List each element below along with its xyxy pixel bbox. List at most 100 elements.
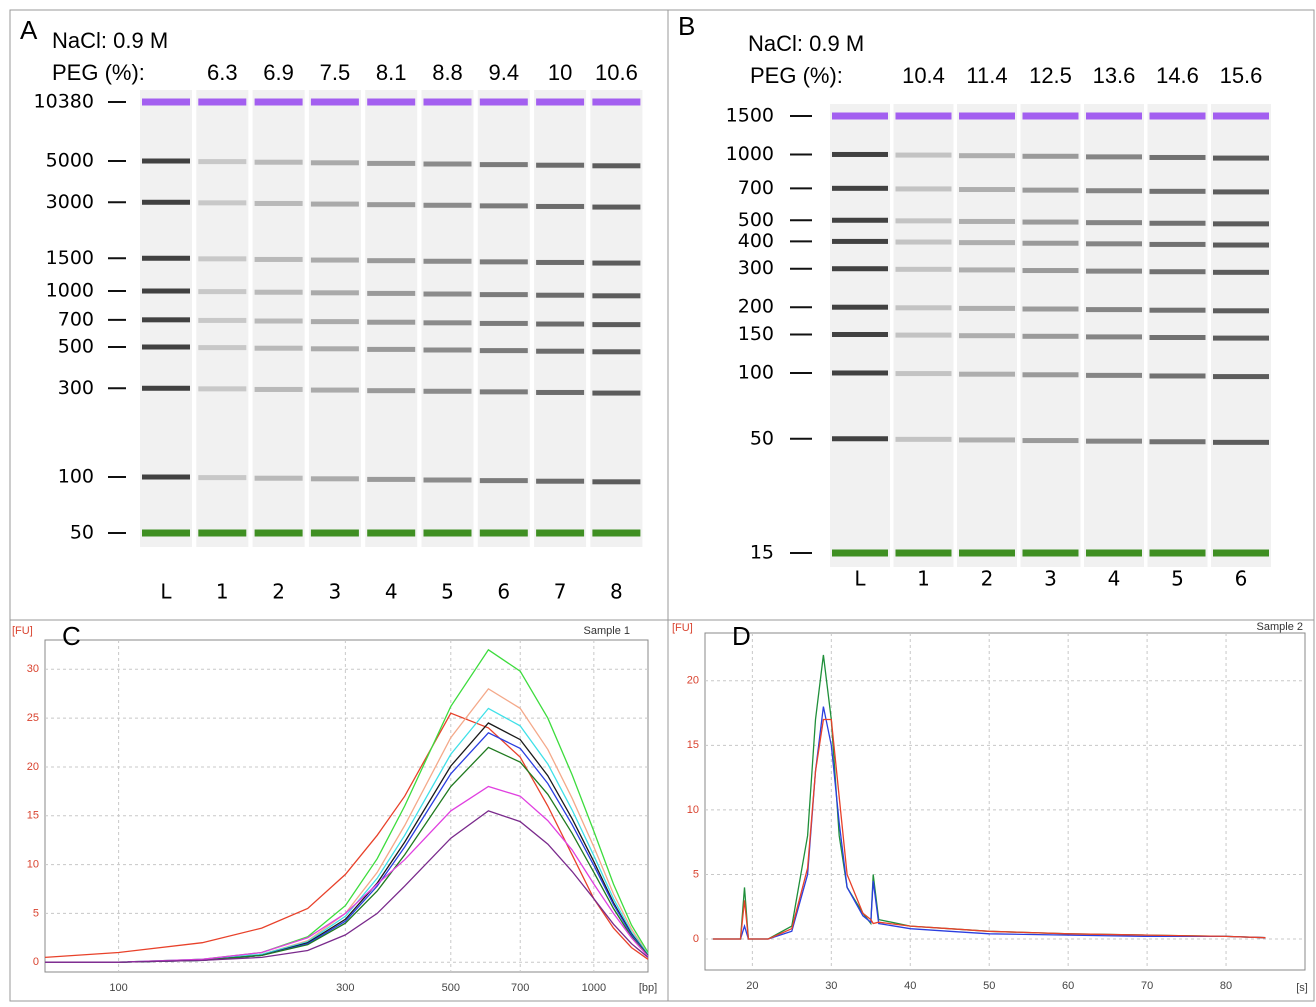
lane-label: 6 [497, 580, 510, 604]
lane [590, 90, 643, 547]
y-unit: [FU] [12, 625, 33, 637]
salt-label: NaCl: 0.9 M [52, 28, 168, 53]
upper-marker [254, 98, 303, 106]
lane-label: 8 [610, 580, 623, 604]
ladder-band [832, 238, 888, 244]
sample-band [959, 218, 1015, 224]
sample-band [592, 349, 641, 355]
ladder-band [832, 332, 888, 337]
lane-label: 3 [1044, 567, 1057, 591]
lane [534, 90, 587, 547]
sample-band [423, 347, 472, 353]
sample-band [536, 162, 585, 168]
sample-band [1149, 220, 1206, 226]
lane-label: 1 [216, 580, 229, 604]
sample-band [959, 305, 1015, 311]
sample-band [1213, 439, 1269, 445]
y-tick-label: 5 [693, 868, 699, 880]
ladder-band [142, 317, 190, 323]
y-tick-label: 300 [738, 257, 774, 279]
sample-band [959, 371, 1015, 377]
sample-band [1022, 333, 1079, 339]
lower-marker [536, 529, 585, 537]
sample-band [1022, 306, 1079, 312]
y-tick-label: 1500 [726, 105, 774, 127]
y-tick-label: 100 [738, 361, 774, 383]
sample-band [479, 389, 528, 395]
y-tick-label: 3000 [46, 191, 94, 213]
sample-band [895, 371, 952, 377]
sample-band [310, 290, 359, 296]
sample-band [1149, 154, 1206, 160]
upper-marker [310, 98, 359, 106]
ladder-band [142, 288, 190, 294]
y-tick-label: 10 [687, 804, 699, 816]
sample-label: Sample 2 [1257, 621, 1303, 633]
sample-band [1213, 335, 1269, 341]
x-tick-label: 80 [1220, 980, 1232, 992]
sample-band [1213, 242, 1269, 248]
sample-band [536, 478, 585, 484]
sample-band [310, 476, 359, 482]
sample-band [1086, 438, 1142, 444]
sample-band [254, 200, 303, 206]
lower-marker [959, 549, 1015, 557]
sample-band [479, 320, 528, 326]
sample-band [1213, 374, 1269, 380]
sample-band [895, 332, 952, 338]
peg-value: 12.5 [1029, 63, 1072, 88]
sample-band [536, 348, 585, 354]
upper-marker [198, 98, 247, 106]
lower-marker [832, 549, 888, 557]
sample-band [536, 292, 585, 298]
lane [365, 90, 418, 547]
sample-band [1213, 269, 1269, 275]
y-tick-label: 200 [738, 296, 774, 318]
lower-marker [367, 529, 416, 537]
upper-marker [895, 112, 952, 120]
sample-band [592, 293, 641, 299]
sample-band [423, 477, 472, 483]
y-tick-label: 10 [27, 858, 39, 870]
y-tick-label: 10380 [34, 91, 94, 113]
y-tick-label: 20 [687, 675, 699, 687]
lane [196, 90, 249, 547]
x-tick-label: 700 [511, 982, 529, 994]
upper-marker [1022, 112, 1079, 120]
sample-band [198, 317, 247, 323]
x-unit: [bp] [639, 982, 657, 994]
sample-band [895, 218, 952, 224]
y-tick-label: 15 [750, 542, 774, 564]
x-tick-label: 50 [983, 980, 995, 992]
y-tick-label: 50 [70, 522, 94, 544]
peg-value: 10.4 [902, 63, 945, 88]
sample-band [423, 388, 472, 394]
sample-band [367, 476, 416, 482]
upper-marker [959, 112, 1015, 120]
panel-frame [667, 619, 1315, 1002]
y-tick-label: 0 [33, 956, 39, 968]
sample-band [959, 437, 1015, 443]
sample-band [592, 260, 641, 266]
sample-band [479, 259, 528, 265]
sample-band [1149, 188, 1206, 194]
sample-band [895, 266, 952, 272]
x-tick-label: 40 [904, 980, 916, 992]
sample-band [592, 204, 641, 210]
y-tick-label: 150 [738, 323, 774, 345]
sample-band [310, 201, 359, 207]
lane-label: 1 [917, 567, 930, 591]
sample-band [367, 202, 416, 208]
sample-band [367, 258, 416, 264]
lower-marker [1022, 549, 1079, 557]
sample-band [959, 240, 1015, 246]
upper-marker [832, 112, 888, 120]
lane-label: 5 [441, 580, 454, 604]
sample-band [895, 305, 952, 311]
sample-band [423, 320, 472, 326]
upper-marker [1086, 112, 1142, 120]
sample-band [198, 159, 247, 165]
ladder-band [142, 385, 190, 391]
peg-value: 7.5 [320, 60, 351, 85]
lower-marker [479, 529, 528, 537]
